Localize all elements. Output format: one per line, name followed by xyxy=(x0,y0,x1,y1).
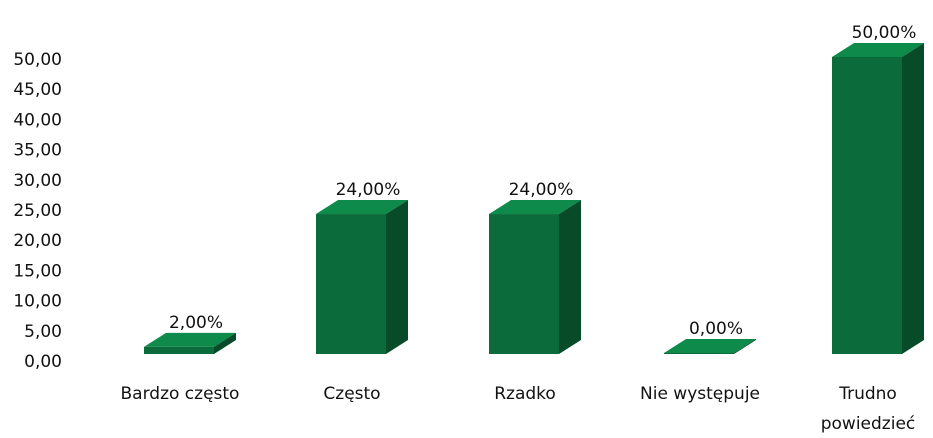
y-tick-label: 5,00 xyxy=(24,322,62,342)
bar-top xyxy=(316,200,408,215)
bar-front xyxy=(489,214,559,354)
x-tick-label: Bardzo często xyxy=(121,384,240,404)
bar-top xyxy=(832,43,924,57)
bar xyxy=(489,200,581,354)
y-tick-label: 25,00 xyxy=(13,201,62,221)
y-tick-label: 10,00 xyxy=(13,292,62,312)
y-tick-label: 40,00 xyxy=(13,110,62,130)
bar xyxy=(664,339,756,354)
bar-top xyxy=(489,200,581,215)
bar-side xyxy=(559,200,581,354)
bar-side xyxy=(902,43,924,354)
y-tick-label: 30,00 xyxy=(13,171,62,191)
bar-top xyxy=(144,332,236,347)
y-tick-label: 0,00 xyxy=(24,352,62,372)
bar-front xyxy=(832,57,902,354)
bar-side xyxy=(386,200,408,354)
bar-front xyxy=(144,346,214,354)
value-label: 50,00% xyxy=(852,23,917,43)
value-label: 0,00% xyxy=(689,319,743,339)
bar-side xyxy=(734,339,756,354)
y-tick-label: 15,00 xyxy=(13,261,62,281)
x-tick-label: Nie występuje xyxy=(640,384,760,404)
y-tick-label: 45,00 xyxy=(13,80,62,100)
bar-front xyxy=(316,214,386,354)
bar-side xyxy=(214,332,236,354)
x-tick-label: Często xyxy=(323,384,380,404)
bar xyxy=(832,43,924,354)
y-tick-label: 20,00 xyxy=(13,231,62,251)
bar-top xyxy=(664,339,756,353)
value-label: 24,00% xyxy=(509,180,574,200)
bar-front xyxy=(664,353,734,354)
y-tick-label: 35,00 xyxy=(13,141,62,161)
value-label: 24,00% xyxy=(336,180,401,200)
y-tick-label: 50,00 xyxy=(13,50,62,70)
value-label: 2,00% xyxy=(169,313,223,333)
x-tick-label: Rzadko xyxy=(494,384,556,404)
bar xyxy=(144,332,236,354)
x-tick-label: Trudno powiedzieć xyxy=(821,384,916,434)
bar xyxy=(316,200,408,354)
